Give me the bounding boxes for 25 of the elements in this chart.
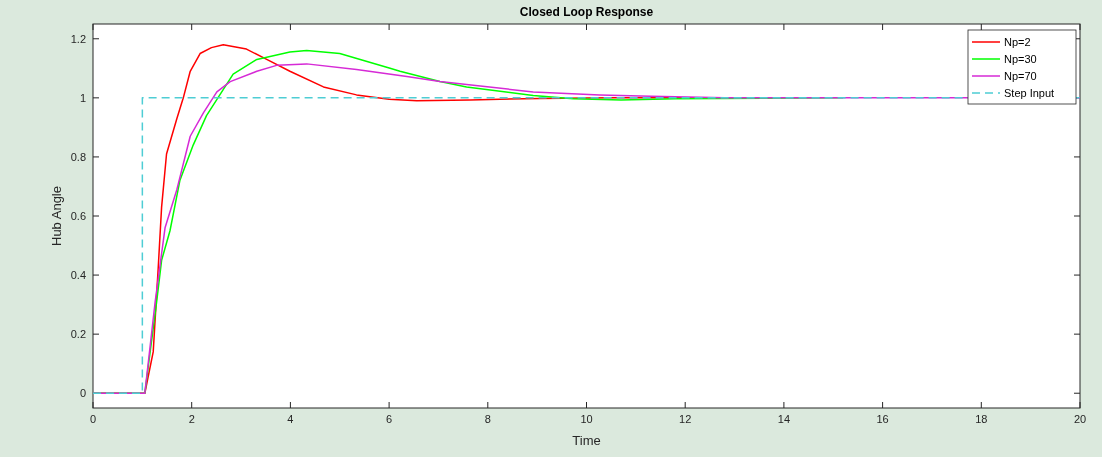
x-tick-label: 14 xyxy=(777,413,791,425)
x-tick-label: 12 xyxy=(679,413,692,425)
x-tick-label: 10 xyxy=(580,413,593,425)
x-tick-label: 6 xyxy=(386,413,393,425)
y-tick-label: 0.2 xyxy=(70,328,86,341)
x-tick-label: 4 xyxy=(287,413,294,425)
x-tick-label: 20 xyxy=(1073,413,1087,425)
y-tick-label: 0.4 xyxy=(70,269,86,282)
y-tick-label: 0.6 xyxy=(70,210,86,222)
x-tick-label: 8 xyxy=(484,413,491,425)
x-tick-label: 18 xyxy=(975,413,988,425)
y-tick-label: 0.8 xyxy=(70,150,86,163)
legend-label: Np=30 xyxy=(1004,53,1037,65)
y-axis-title: Hub Angle xyxy=(49,186,64,246)
x-tick-label: 16 xyxy=(876,413,889,425)
x-axis-title: Time xyxy=(572,433,601,448)
y-tick-label: 0 xyxy=(79,387,86,400)
y-tick-label: 1.2 xyxy=(70,32,86,45)
legend-label: Np=70 xyxy=(1004,70,1037,82)
legend-label: Np=2 xyxy=(1004,36,1031,48)
chart-title: Closed Loop Response xyxy=(519,5,654,19)
y-tick-label: 1 xyxy=(79,91,86,104)
x-tick-label: 2 xyxy=(188,413,195,425)
x-tick-label: 0 xyxy=(89,413,97,425)
legend-label: Step Input xyxy=(1004,87,1055,99)
